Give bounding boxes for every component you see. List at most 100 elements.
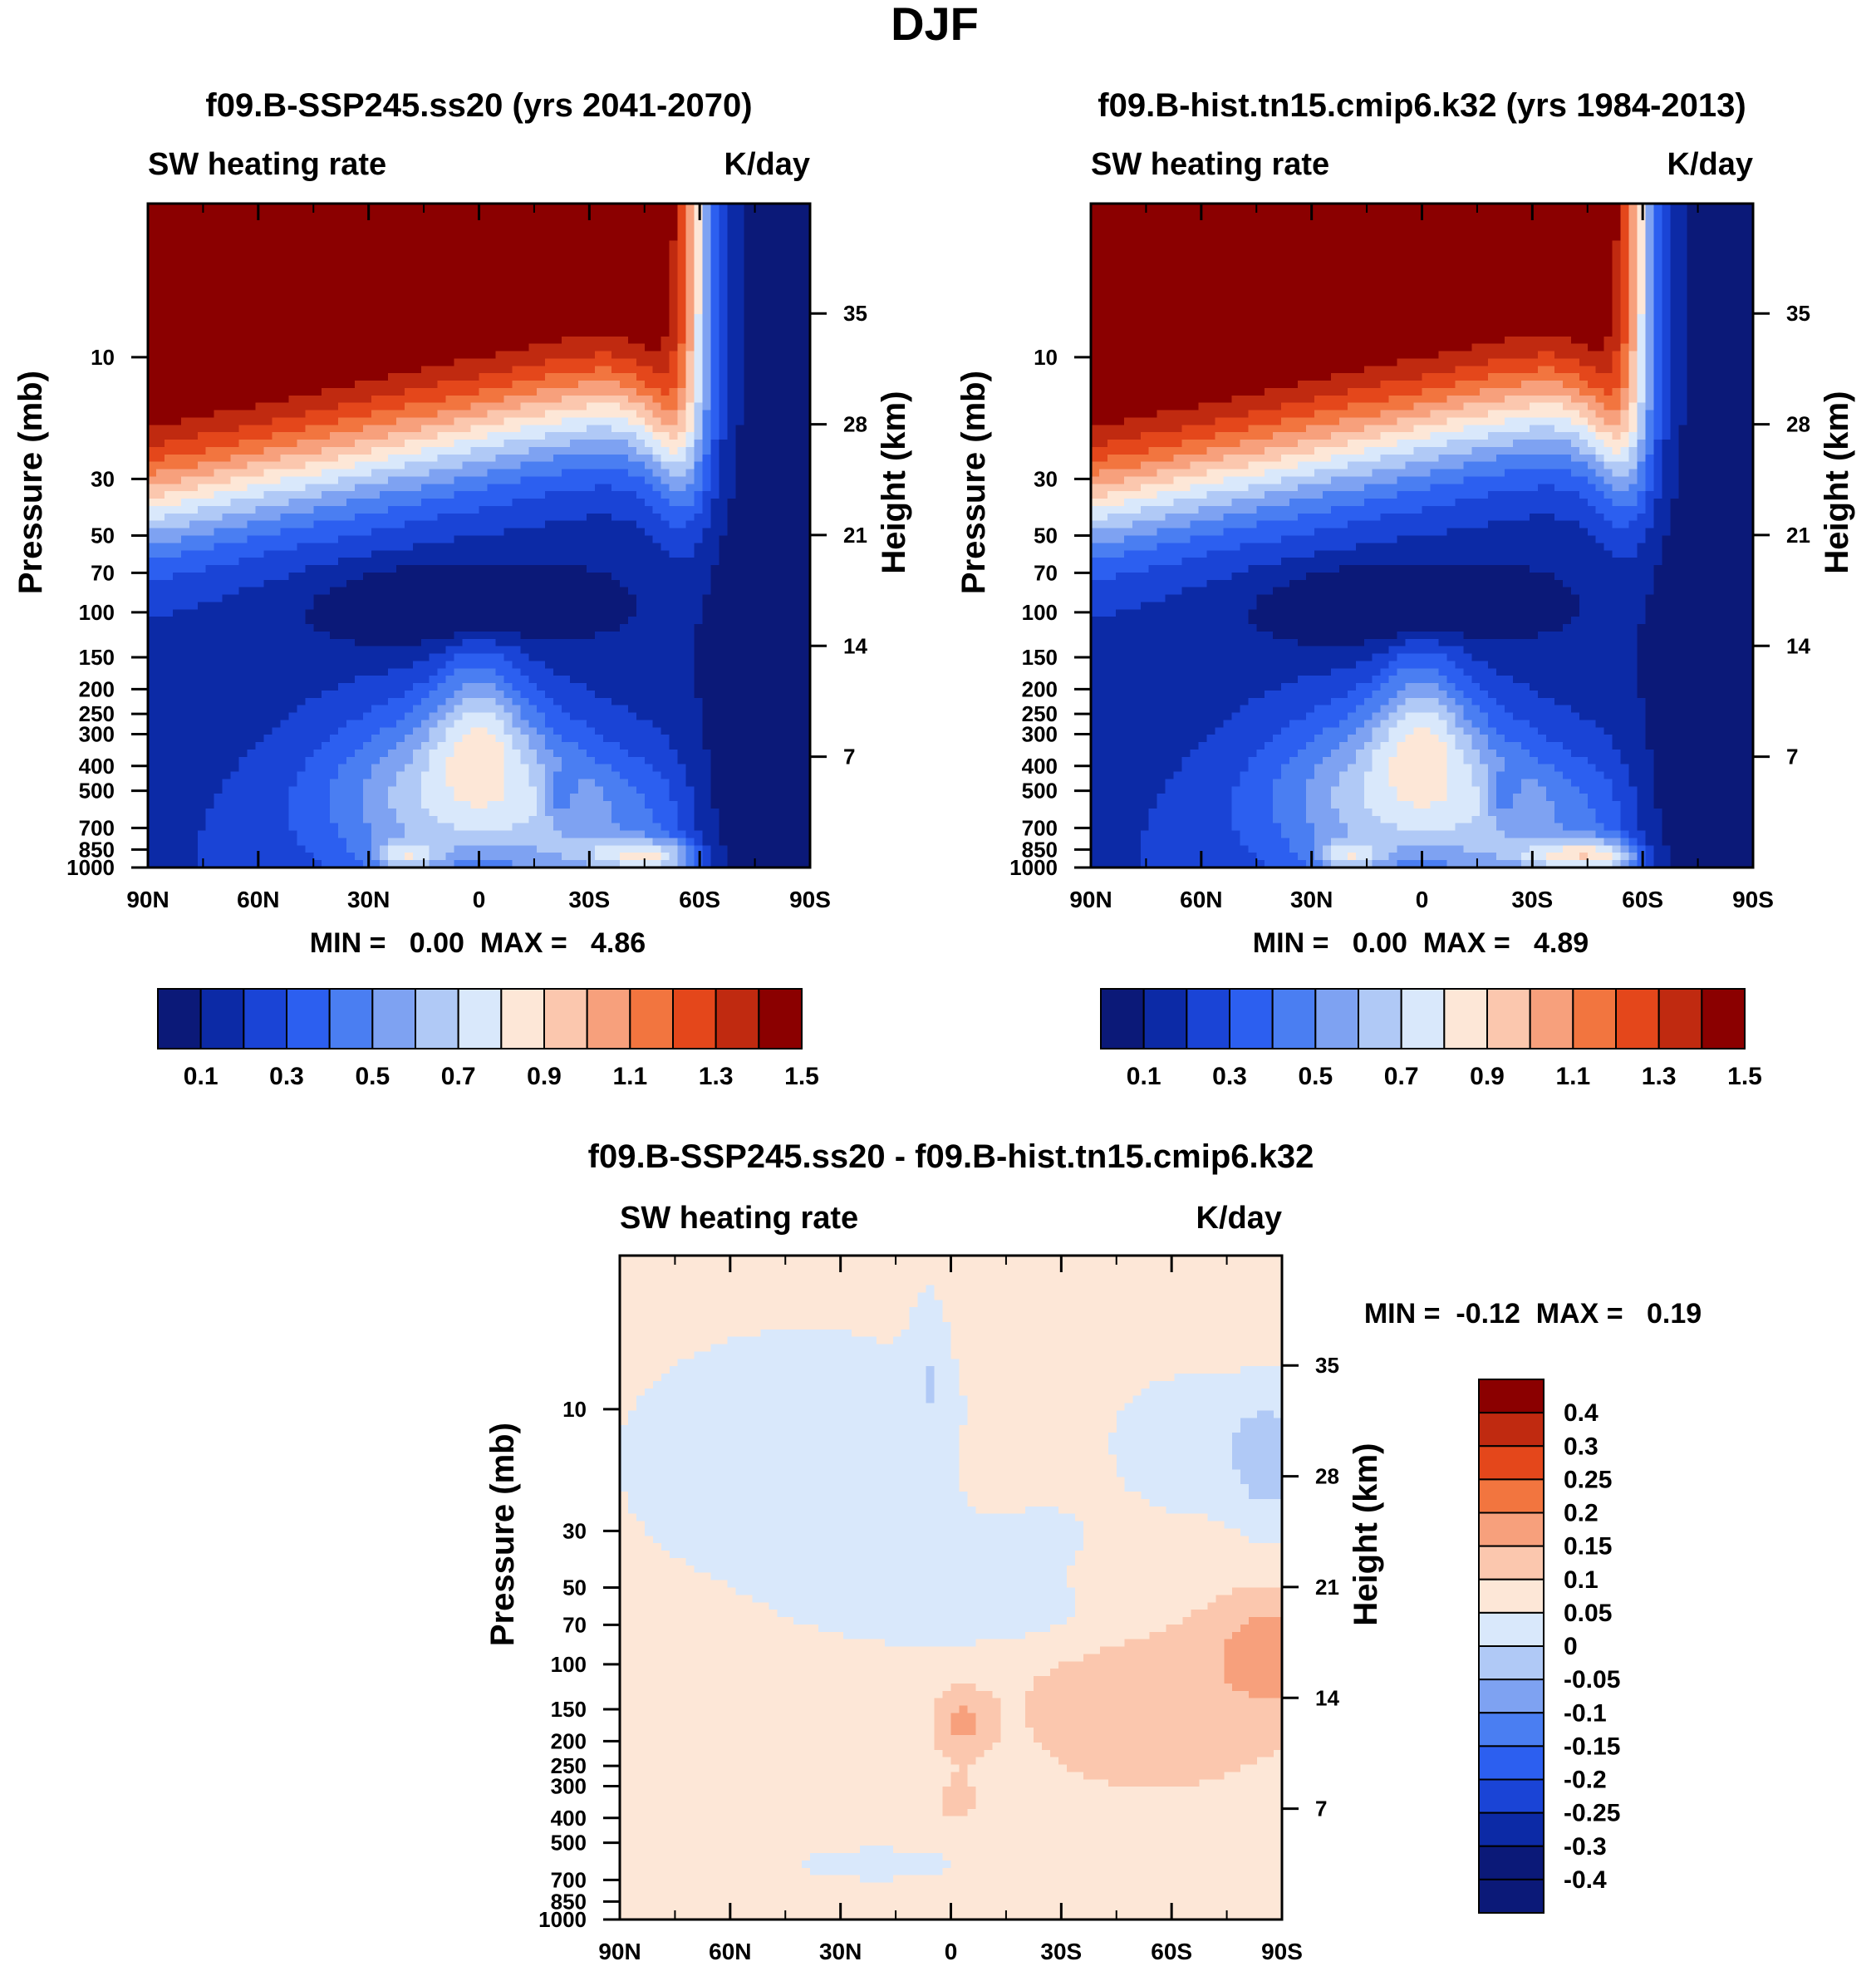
field-cell [702,396,711,403]
field-cell [156,580,165,587]
field-cell [719,565,728,573]
field-cell [686,543,695,550]
field-cell [438,536,447,543]
field-cell [495,292,504,300]
field-cell [463,351,472,359]
field-cell [603,314,612,322]
field-cell [653,432,662,440]
field-cell [438,506,447,514]
field-cell [620,425,629,432]
field-cell [248,580,257,587]
field-cell [280,351,289,359]
field-cell [710,558,719,565]
field-cell [702,292,711,300]
field-cell [503,565,513,573]
field-cell [239,484,248,491]
field-cell [239,255,248,263]
field-cell [528,514,538,521]
field-cell [405,322,414,329]
field-cell [156,219,165,226]
field-cell [512,307,521,314]
field-cell [628,388,637,396]
field-cell [760,351,769,359]
field-cell [735,263,744,270]
field-cell [438,248,447,255]
field-cell [239,381,248,388]
field-cell [446,491,455,499]
field-cell [313,410,322,418]
field-cell [388,344,397,351]
field-cell [744,558,753,565]
field-cell [528,440,538,447]
field-cell [363,396,372,403]
field-cell [628,329,637,337]
field-cell [628,299,637,307]
field-cell [305,536,314,543]
field-cell [603,358,612,366]
field-cell [446,455,455,462]
field-cell [280,432,289,440]
field-cell [263,573,273,580]
field-cell [661,373,670,381]
field-cell [785,565,794,573]
field-cell [330,521,339,528]
field-cell [537,499,546,506]
field-cell [695,351,704,359]
field-cell [727,351,736,359]
field-cell [297,565,306,573]
field-cell [322,491,331,499]
field-cell [206,536,215,543]
field-cell [355,491,364,499]
field-cell [611,499,621,506]
field-cell [752,573,761,580]
field-cell [744,211,753,219]
field-cell [620,366,629,373]
field-cell [785,417,794,425]
field-cell [297,440,306,447]
field-cell [421,366,430,373]
field-cell [695,469,704,477]
field-cell [487,528,496,536]
field-cell [396,358,405,366]
field-cell [231,299,240,307]
field-cell [421,292,430,300]
field-cell [239,410,248,418]
field-cell [479,381,489,388]
field-cell [363,344,372,351]
field-cell [653,425,662,432]
field-cell [446,425,455,432]
field-cell [670,506,679,514]
field-cell [371,469,381,477]
field-cell [355,425,364,432]
field-cell [430,366,439,373]
field-cell [330,403,339,410]
field-cell [446,447,455,455]
field-cell [313,491,322,499]
field-cell [545,240,554,248]
field-cell [388,425,397,432]
field-cell [653,329,662,337]
field-cell [181,543,190,550]
field-cell [587,417,596,425]
field-cell [777,314,786,322]
field-cell [769,388,778,396]
field-cell [446,211,455,219]
field-cell [503,396,513,403]
field-cell [503,476,513,484]
field-cell [463,410,472,418]
field-cell [661,344,670,351]
field-cell [338,425,347,432]
field-cell [744,462,753,469]
field-cell [223,432,232,440]
field-cell [263,322,273,329]
field-cell [785,278,794,285]
field-cell [280,219,289,226]
field-cell [695,440,704,447]
field-cell [553,307,562,314]
field-cell [710,248,719,255]
field-cell [744,270,753,278]
field-cell [562,366,571,373]
field-cell [520,506,529,514]
field-cell [686,447,695,455]
field-cell [785,366,794,373]
